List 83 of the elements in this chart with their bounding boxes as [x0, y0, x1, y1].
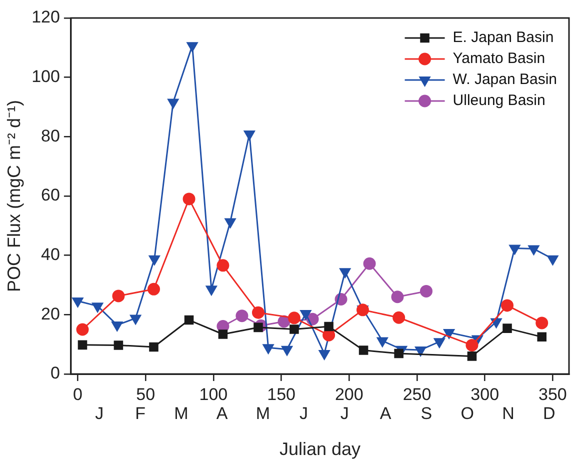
y-tick-label: 0 [50, 364, 60, 383]
x-tick-label: 350 [538, 384, 567, 404]
x-tick-label: 0 [73, 384, 82, 404]
point [184, 315, 194, 325]
x-tick-label: 250 [402, 384, 432, 404]
point [376, 337, 388, 348]
point [148, 255, 160, 266]
text: A [216, 404, 228, 424]
point [537, 332, 546, 342]
x-tick-label: 50 [136, 384, 156, 404]
point [434, 338, 445, 348]
point [186, 42, 198, 52]
text: S [420, 404, 432, 424]
point [300, 310, 312, 320]
point [168, 98, 179, 109]
point [358, 346, 368, 355]
point [92, 302, 104, 312]
point [444, 328, 455, 339]
point [536, 316, 548, 330]
text: M [256, 404, 270, 424]
point [112, 322, 123, 332]
point [501, 299, 514, 312]
point [392, 311, 406, 324]
legend-label: W. Japan Basin [452, 71, 558, 88]
point [318, 350, 330, 360]
point [112, 290, 125, 302]
point [340, 268, 351, 278]
legend-label: Ulleung Basin [452, 92, 546, 110]
legend-label: E. Japan Basin [452, 29, 554, 46]
text: F [135, 404, 146, 424]
point [78, 340, 88, 350]
point [254, 322, 263, 332]
point [216, 259, 230, 272]
point [262, 344, 274, 354]
point [281, 346, 293, 356]
text: J [300, 404, 308, 424]
legend-label: Yamato Basin [452, 50, 546, 68]
point [206, 286, 217, 296]
text: D [542, 404, 556, 424]
point [218, 330, 228, 339]
text: N [502, 404, 514, 424]
y-tick-label: 60 [41, 186, 60, 205]
text: J [95, 404, 104, 424]
x-tick-label: 150 [267, 384, 296, 404]
point [252, 306, 264, 319]
point [72, 298, 84, 308]
point [363, 257, 376, 270]
point [182, 192, 196, 206]
point [244, 130, 255, 140]
point [114, 340, 124, 350]
x-axis-title: Julian day [279, 439, 361, 460]
text: M [174, 404, 188, 424]
y-tick-label: 120 [32, 8, 60, 27]
point [130, 314, 142, 324]
point [528, 245, 540, 256]
point [224, 218, 236, 228]
y-axis-title: POC Flux (mgC m⁻² d⁻¹) [4, 100, 24, 292]
x-tick-label: 300 [470, 384, 500, 404]
text: J [340, 404, 349, 424]
point [509, 244, 520, 254]
point [288, 312, 300, 324]
point [502, 324, 512, 333]
point [324, 322, 334, 332]
point [415, 346, 426, 356]
point [394, 348, 404, 358]
y-tick-label: 100 [32, 67, 60, 86]
point [467, 352, 477, 361]
point [290, 324, 299, 334]
point [547, 255, 558, 266]
x-tick-label: 200 [334, 384, 364, 404]
y-tick-label: 40 [41, 245, 60, 264]
point [466, 338, 478, 352]
text: A [380, 404, 392, 424]
point [420, 284, 432, 298]
x-tick-label: 100 [199, 384, 228, 404]
y-tick-label: 80 [41, 126, 60, 146]
text: O [460, 404, 474, 424]
point [149, 342, 158, 352]
point [391, 290, 404, 304]
point [236, 310, 248, 322]
point [147, 282, 160, 296]
point [76, 323, 89, 336]
y-tick-label: 20 [41, 304, 60, 324]
